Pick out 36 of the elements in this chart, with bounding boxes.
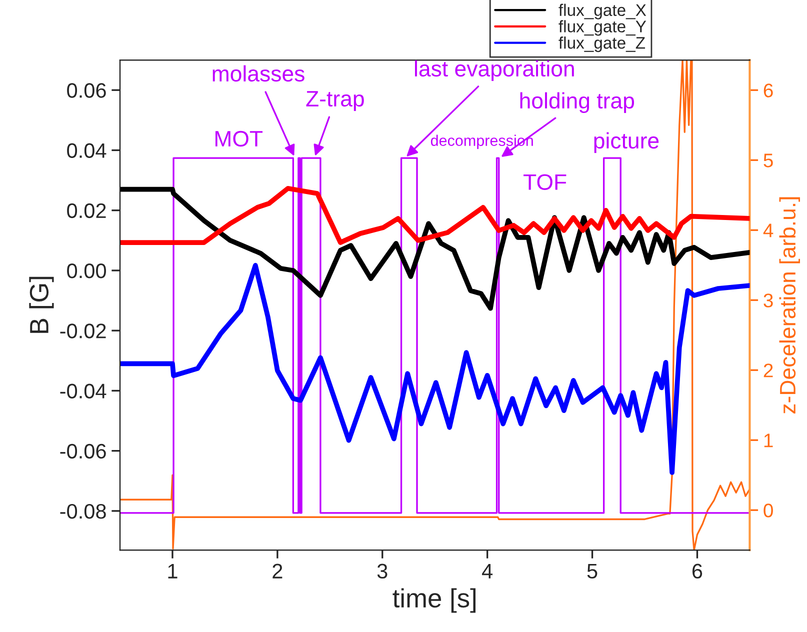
annotation: Z-trap — [306, 91, 364, 111]
x-axis-title: time [s] — [392, 588, 476, 613]
x-tick-label: 2 — [272, 564, 282, 578]
annotation: last evaporaition — [415, 60, 574, 81]
y-tick-label: 0.02 — [67, 203, 106, 218]
y-tick-label: -0.06 — [60, 444, 106, 459]
x-tick-label: 5 — [587, 564, 598, 579]
annotation: picture — [594, 132, 659, 153]
legend-label: flux_gate_Y — [558, 20, 646, 36]
y-axis-title: B [G] — [29, 276, 54, 333]
y-tick-label: 0.06 — [67, 83, 106, 98]
y-tick-label: -0.04 — [60, 384, 106, 398]
x-tick-label: 3 — [377, 564, 388, 579]
line-series — [120, 60, 750, 550]
annotation: TOF — [524, 174, 566, 190]
y-tick-label: 0.00 — [67, 263, 106, 278]
legend-label: flux_gate_X — [558, 4, 646, 20]
y-tick-label: 0.04 — [67, 143, 106, 158]
annotation: holding trap — [520, 92, 634, 113]
y-tick-label: -0.08 — [60, 504, 106, 519]
y-tick-label: -0.02 — [60, 324, 106, 338]
legend-label: flux_gate_Z — [558, 36, 646, 52]
annotation: molasses — [212, 65, 304, 82]
y2-tick-label: 3 — [764, 294, 773, 308]
y2-tick-label: 0 — [764, 504, 773, 518]
annotation: MOT — [215, 130, 263, 147]
x-tick-label: 4 — [482, 564, 493, 578]
y2-tick-label: 6 — [764, 84, 773, 98]
y2-tick-label: 1 — [764, 434, 773, 448]
y2-tick-label: 5 — [764, 154, 773, 168]
y2-tick-label: 4 — [763, 224, 774, 238]
y2-axis-title: z-Deceleration [arb.u.] — [779, 197, 800, 414]
line-series — [120, 262, 750, 475]
x-tick-label: 6 — [692, 564, 702, 579]
x-tick-label: 1 — [168, 564, 178, 578]
y2-tick-label: 2 — [764, 364, 773, 378]
